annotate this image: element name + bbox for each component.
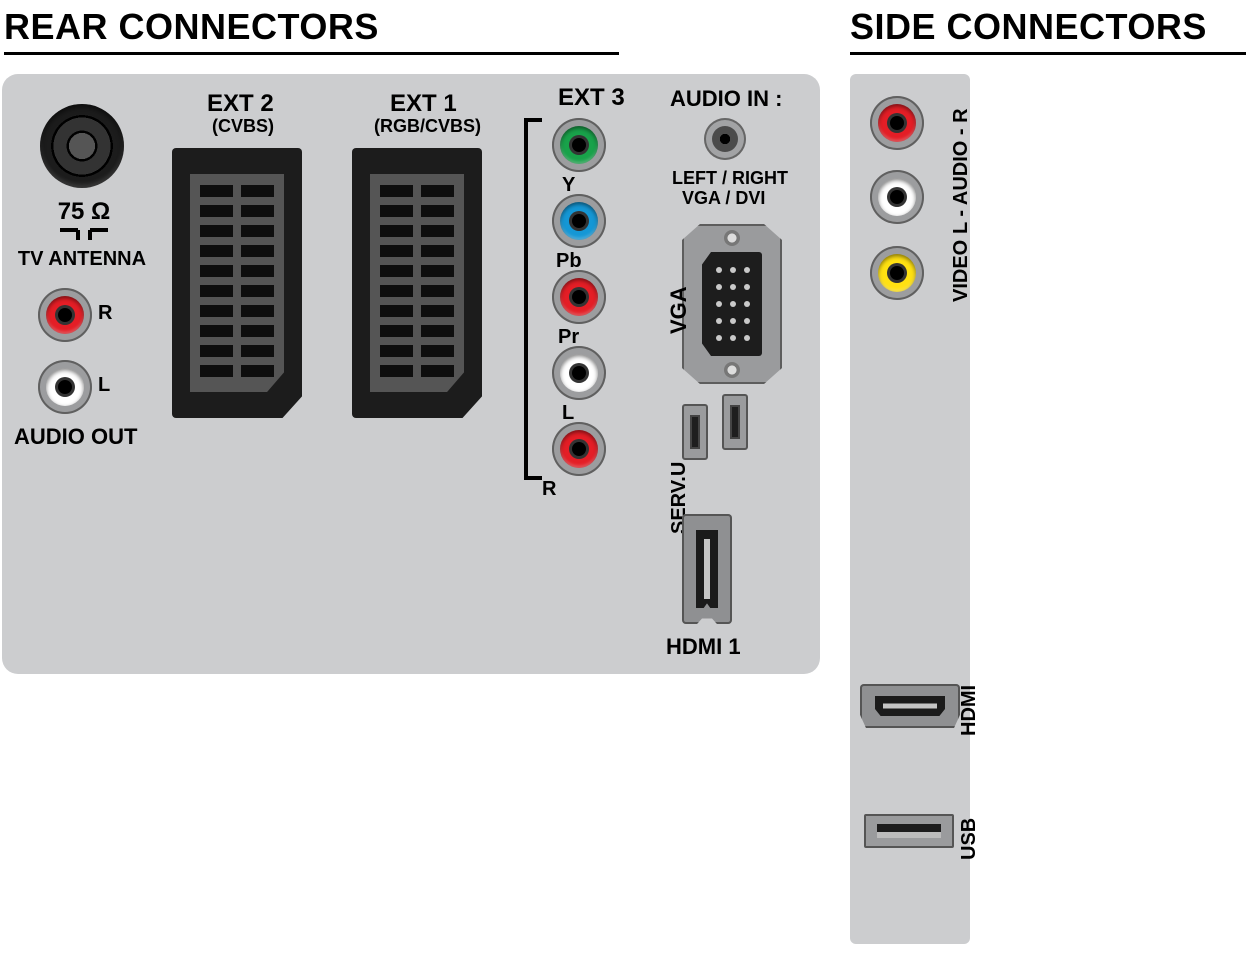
ext3-l-jack: [552, 346, 606, 400]
vga-label: VGA: [666, 286, 692, 334]
antenna-ground-icon: [60, 226, 108, 244]
side-usb-label: USB: [958, 818, 981, 860]
ext3-title: EXT 3: [558, 84, 625, 112]
ext3-r-jack: [552, 422, 606, 476]
ext3-pr-jack: [552, 270, 606, 324]
antenna-label: TV ANTENNA: [12, 248, 152, 271]
audio-in-sub2: VGA / DVI: [682, 188, 765, 209]
side-audio-r-jack: [870, 96, 924, 150]
side-hdmi-label: HDMI: [958, 685, 981, 736]
ext3-r-label: R: [542, 478, 562, 501]
rear-heading: REAR CONNECTORS: [4, 6, 379, 48]
hdmi1-port: [682, 514, 732, 624]
serv-u-port-2: [722, 394, 748, 450]
side-panel: L - AUDIO - R VIDEO HDMI USB: [850, 74, 970, 944]
side-usb-port: [864, 814, 954, 848]
vga-port: [682, 224, 782, 384]
antenna-ohm: 75 Ω: [44, 198, 124, 226]
side-hdmi-port: [860, 684, 960, 728]
audio-in-sub1: LEFT / RIGHT: [672, 168, 788, 189]
ext3-bracket: [524, 118, 542, 480]
ext2-sub: (CVBS): [212, 116, 274, 137]
side-underline: [850, 52, 1246, 55]
ext1-title: EXT 1: [390, 90, 457, 118]
audio-out-r-jack: [38, 288, 92, 342]
ext1-sub: (RGB/CVBS): [374, 116, 481, 137]
audio-in-title: AUDIO IN :: [670, 86, 782, 112]
ext3-pb-jack: [552, 194, 606, 248]
rear-underline: [4, 52, 619, 55]
audio-in-jack: [704, 118, 746, 160]
side-video-jack: [870, 246, 924, 300]
audio-out-r-label: R: [98, 302, 112, 325]
ext3-l-label: L: [562, 402, 574, 425]
ext2-scart: [172, 148, 302, 418]
ext2-title: EXT 2: [207, 90, 274, 118]
audio-out-l-label: L: [98, 374, 110, 397]
side-heading: SIDE CONNECTORS: [850, 6, 1207, 48]
audio-out-section: AUDIO OUT: [14, 424, 137, 450]
serv-u-port-1: [682, 404, 708, 460]
rear-panel: 75 Ω TV ANTENNA R L AUDIO OUT EXT 2 (CVB…: [2, 74, 820, 674]
side-video-label: VIDEO: [950, 240, 973, 302]
side-audio-l-jack: [870, 170, 924, 224]
side-audio-label: L - AUDIO - R: [950, 108, 973, 234]
antenna-jack: [40, 104, 124, 188]
audio-out-l-jack: [38, 360, 92, 414]
ext1-scart: [352, 148, 482, 418]
hdmi1-label: HDMI 1: [666, 634, 741, 660]
ext3-y-jack: [552, 118, 606, 172]
